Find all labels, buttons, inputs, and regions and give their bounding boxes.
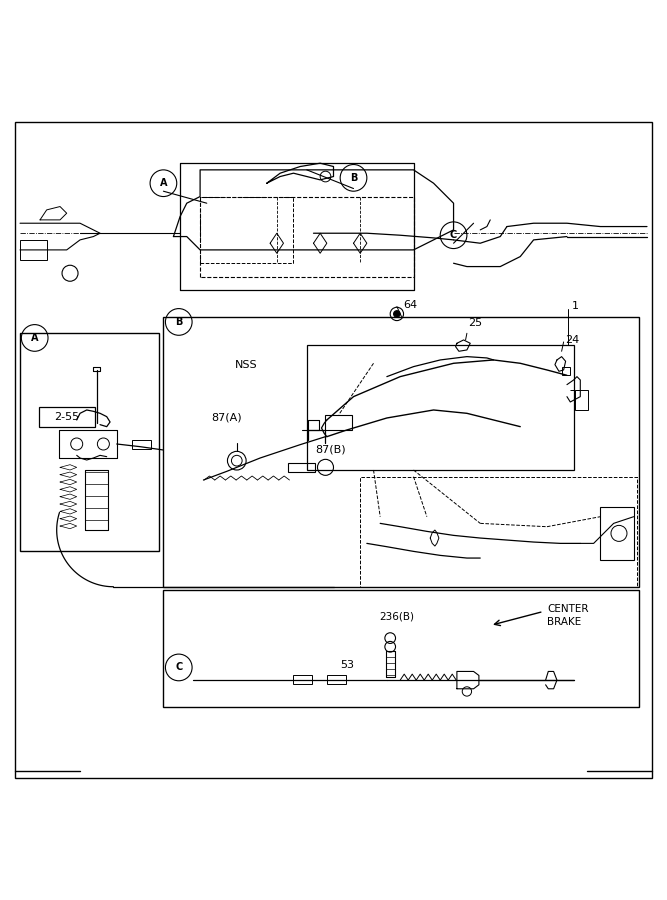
Bar	[325, 415, 352, 430]
Text: BRAKE: BRAKE	[547, 617, 581, 627]
Text: 1: 1	[572, 301, 579, 310]
Text: 87(A): 87(A)	[211, 413, 241, 423]
Text: 53: 53	[340, 661, 354, 670]
Text: CENTER: CENTER	[547, 604, 588, 614]
Bar	[327, 675, 346, 684]
Bar	[600, 507, 634, 560]
Bar	[163, 590, 639, 706]
Text: NSS: NSS	[235, 360, 257, 370]
Text: A: A	[31, 333, 39, 343]
Text: 25: 25	[468, 319, 482, 328]
Text: C: C	[450, 230, 457, 240]
Bar	[20, 333, 159, 552]
Text: A: A	[159, 178, 167, 188]
Text: B: B	[350, 173, 358, 183]
Bar	[307, 345, 574, 470]
Bar	[132, 440, 151, 449]
Bar	[562, 367, 570, 375]
Bar	[575, 390, 588, 410]
Text: 64: 64	[403, 301, 417, 310]
Circle shape	[394, 310, 400, 318]
Bar	[293, 675, 312, 684]
Bar	[288, 463, 315, 472]
Text: 24: 24	[566, 335, 580, 345]
Text: 87(B): 87(B)	[315, 445, 346, 455]
Bar	[39, 407, 95, 427]
Text: B: B	[175, 317, 183, 327]
Bar	[163, 317, 639, 587]
Text: 2-55: 2-55	[54, 411, 79, 421]
Text: 236(B): 236(B)	[379, 612, 414, 622]
Bar	[20, 240, 47, 260]
Text: C: C	[175, 662, 182, 672]
